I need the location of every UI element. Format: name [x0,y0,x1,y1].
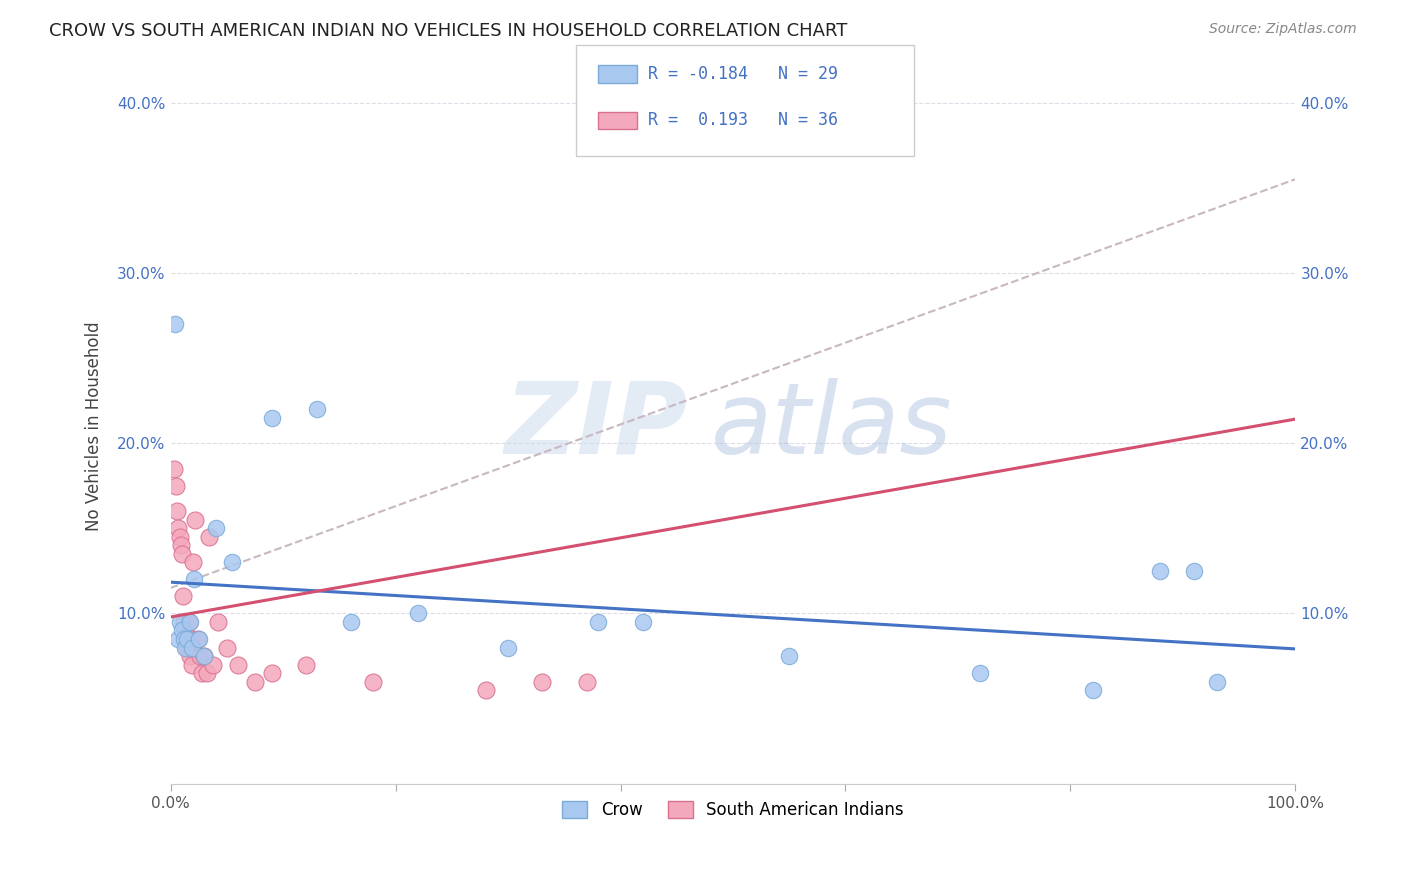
Point [166,504,188,518]
Point [188,648,211,663]
Point [193,648,215,663]
Point [173,615,195,629]
Point [1205,674,1227,689]
Point [181,555,204,569]
Point [191,666,214,681]
Point [530,674,553,689]
Point [167,521,190,535]
Text: Source: ZipAtlas.com: Source: ZipAtlas.com [1209,22,1357,37]
Point [260,666,283,681]
Point [243,674,266,689]
Point [165,479,187,493]
Point [575,674,598,689]
Point [165,317,187,331]
Point [181,657,204,672]
Point [170,624,193,638]
Point [167,632,190,646]
Point [1149,564,1171,578]
Text: R = -0.184   N = 29: R = -0.184 N = 29 [648,65,838,83]
Point [339,615,361,629]
Point [204,521,226,535]
Point [169,530,191,544]
Point [180,632,202,646]
Text: ZIP: ZIP [505,377,688,475]
Point [176,640,198,655]
Point [170,538,193,552]
Point [193,648,215,663]
Point [176,632,198,646]
Text: CROW VS SOUTH AMERICAN INDIAN NO VEHICLES IN HOUSEHOLD CORRELATION CHART: CROW VS SOUTH AMERICAN INDIAN NO VEHICLE… [49,22,848,40]
Point [631,104,654,119]
Text: R =  0.193   N = 36: R = 0.193 N = 36 [648,112,838,129]
Point [778,648,800,663]
Point [361,674,384,689]
Point [195,666,218,681]
Point [1081,683,1104,698]
Point [187,632,209,646]
Point [174,640,197,655]
Point [172,590,194,604]
Point [177,615,200,629]
Point [586,615,609,629]
Point [474,683,496,698]
Point [169,615,191,629]
Point [496,640,519,655]
Point [183,573,205,587]
Point [202,657,225,672]
Point [207,615,229,629]
Point [176,632,198,646]
Point [631,615,654,629]
Point [226,657,249,672]
Point [406,607,429,621]
Point [184,513,207,527]
Point [181,640,204,655]
Point [179,615,201,629]
Point [173,632,195,646]
Point [215,640,238,655]
Legend: Crow, South American Indians: Crow, South American Indians [555,794,910,825]
Text: atlas: atlas [710,377,952,475]
Point [187,632,209,646]
Y-axis label: No Vehicles in Household: No Vehicles in Household [86,321,103,531]
Point [305,402,328,417]
Point [294,657,316,672]
Point [163,461,186,475]
Point [1182,564,1205,578]
Point [221,555,243,569]
Point [969,666,991,681]
Point [179,648,201,663]
Point [174,624,197,638]
Point [170,547,193,561]
Point [260,410,283,425]
Point [198,530,221,544]
